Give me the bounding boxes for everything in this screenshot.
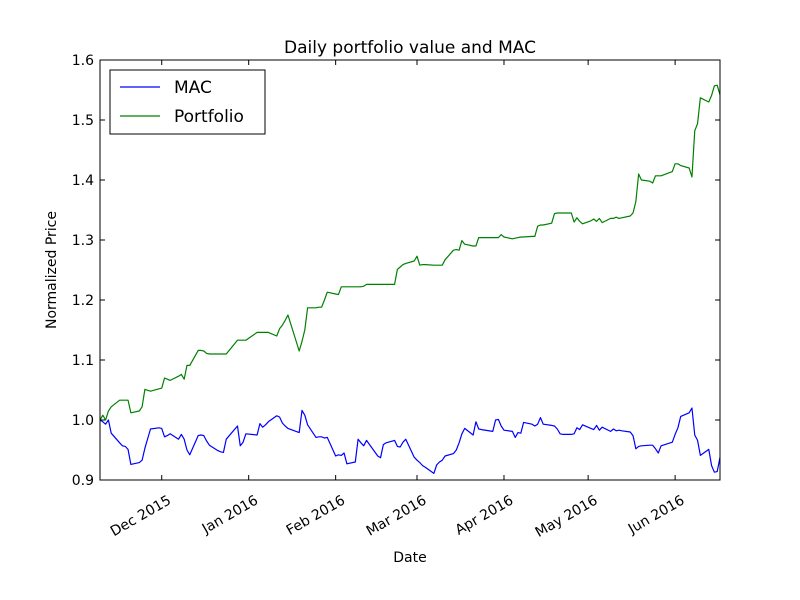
y-tick-label: 1.1 — [72, 353, 94, 369]
series-layer — [99, 84, 721, 474]
legend-frame — [109, 69, 266, 135]
y-tick-label: 1.5 — [72, 113, 94, 129]
x-axis-title: Date — [393, 550, 426, 566]
legend-label-mac: MAC — [174, 78, 212, 98]
y-axis-title: Normalized Price — [44, 211, 60, 329]
legend-label-portfolio: Portfolio — [174, 107, 244, 127]
series-line-mac — [99, 407, 721, 474]
y-tick-label: 1.4 — [72, 173, 94, 189]
series-line-portfolio — [99, 84, 721, 421]
y-tick-label: 0.9 — [72, 473, 94, 489]
y-tick-label: 1.0 — [72, 413, 94, 429]
y-tick-label: 1.2 — [72, 293, 94, 309]
y-axis: 0.9 1.0 1.1 1.2 1.3 1.4 1.5 1.6 — [72, 53, 720, 489]
y-tick-label: 1.3 — [72, 233, 94, 249]
y-tick-label: 1.6 — [72, 53, 94, 69]
chart-title: Daily portfolio value and MAC — [284, 38, 536, 58]
plot-area-frame — [99, 59, 721, 481]
legend: MAC Portfolio — [109, 69, 266, 135]
